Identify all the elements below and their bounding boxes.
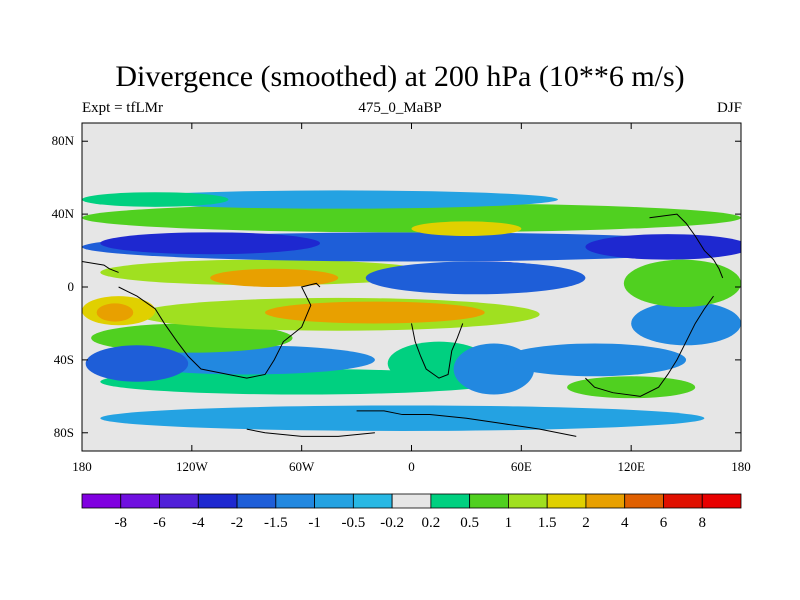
colorbar-label: 4 <box>621 515 629 531</box>
field-east-africa-negative <box>365 261 586 295</box>
colorbar-label: -2 <box>231 515 244 531</box>
colorbar-swatch <box>275 493 315 509</box>
colorbar-swatch <box>663 493 703 509</box>
field-south-america-strong-positive <box>96 303 134 322</box>
colorbar-swatch <box>508 493 548 509</box>
asia-coast <box>649 213 724 279</box>
x-tick-label: 120E <box>617 459 645 474</box>
field-northern-subtropical-strong-negative <box>100 232 320 255</box>
antarctica-peninsula <box>246 428 375 437</box>
colorbar-label: 0.5 <box>460 515 479 531</box>
colorbar-label: 6 <box>660 515 668 531</box>
field-southern-high-latitude-negative-band <box>100 405 705 431</box>
colorbar-label: -6 <box>153 515 166 531</box>
colorbar-swatch <box>120 493 160 509</box>
colorbar-label: -1.5 <box>264 515 288 531</box>
field-southern-subtropical-positive <box>91 323 293 353</box>
colorbar-label: 0.2 <box>422 515 441 531</box>
colorbar-swatch <box>546 493 587 509</box>
colorbar: -8 -6 -4 -2 -1.5 -1 -0.5 -0.2 0.2 0.5 1 1.5 2 4 6 8 <box>81 493 742 531</box>
africa-coast <box>411 323 464 379</box>
field-maritime-continent-green <box>623 259 741 308</box>
field-north-atlantic-strong-positive <box>411 221 522 236</box>
north-america-coast <box>82 260 119 273</box>
y-tick-label: 0 <box>68 279 75 294</box>
experiment-label: Expt = tfLMr <box>82 100 163 116</box>
colorbar-swatch <box>430 493 471 509</box>
x-tick-label: 0 <box>408 459 415 474</box>
season-label: DJF <box>716 100 742 116</box>
colorbar-label: 1.5 <box>538 515 557 531</box>
field-northern-mid-latitude-positive-band <box>82 203 741 233</box>
field-indian-ocean-south-negative <box>503 343 687 377</box>
x-tick-label: 60E <box>511 459 532 474</box>
x-tick-label: 180 <box>731 459 751 474</box>
divergence-field <box>82 190 741 431</box>
field-southern-tropical-strong-positive <box>265 301 485 324</box>
colorbar-label: 1 <box>505 515 513 531</box>
field-west-pacific-negative <box>631 301 741 346</box>
colorbar-swatch <box>391 493 432 509</box>
field-northern-high-latitude-negative <box>118 190 558 209</box>
colorbar-swatch <box>701 493 742 509</box>
australia-coast <box>585 295 714 397</box>
colorbar-label: -0.5 <box>341 515 365 531</box>
coastlines <box>82 213 724 437</box>
field-south-pacific-negative <box>85 345 189 382</box>
colorbar-label: 8 <box>698 515 706 531</box>
antarctica-coast <box>356 410 577 437</box>
colorbar-swatch <box>236 493 277 509</box>
colorbar-label: -0.2 <box>380 515 404 531</box>
axes: 180 120W 60W 0 60E 120E 180 80N 40N 0 40S 80S <box>52 123 751 474</box>
colorbar-swatch <box>314 493 354 509</box>
colorbar-swatch <box>352 493 393 509</box>
colorbar-label: -1 <box>308 515 321 531</box>
colorbar-label: -8 <box>115 515 128 531</box>
field-indian-ocean-south-positive <box>567 376 696 399</box>
field-asia-strong-negative <box>585 234 741 260</box>
colorbar-swatch <box>197 493 238 509</box>
colorbar-swatch <box>159 493 199 509</box>
chart-title: Divergence (smoothed) at 200 hPa (10**6 … <box>115 60 685 93</box>
colorbar-swatch <box>624 493 664 509</box>
y-tick-label: 80S <box>54 425 74 440</box>
colorbar-label: -4 <box>192 515 205 531</box>
x-tick-label: 180 <box>72 459 92 474</box>
x-tick-label: 120W <box>176 459 209 474</box>
colorbar-swatch <box>469 493 509 509</box>
field-equatorial-strong-positive <box>210 268 339 287</box>
colorbar-swatch <box>585 493 626 509</box>
field-northern-high-latitude-positive <box>82 192 229 207</box>
colorbar-swatch <box>81 493 122 509</box>
y-tick-label: 40S <box>54 352 74 367</box>
south-america-coast <box>118 282 321 379</box>
period-label: 475_0_MaBP <box>358 100 442 116</box>
y-tick-label: 40N <box>52 206 75 221</box>
y-tick-label: 80N <box>52 133 75 148</box>
x-tick-label: 60W <box>289 459 315 474</box>
colorbar-label: 2 <box>582 515 590 531</box>
